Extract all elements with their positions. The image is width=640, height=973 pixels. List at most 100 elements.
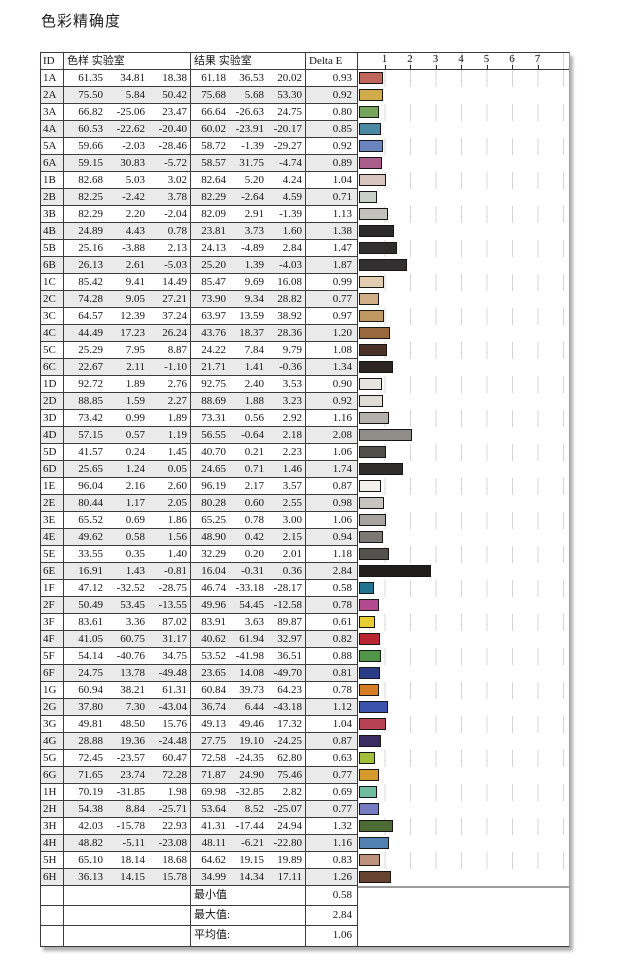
result-lab-value: 18.37 [239,327,264,339]
table-row: 3D 73.42 0.99 1.89 73.31 0.56 2.92 1.16 [41,410,569,427]
result-lab-values: 96.19 2.17 3.57 [191,478,306,495]
table-row: 5A 59.66 -2.03 -28.46 58.72 -1.39 -29.27 0.92 [41,138,569,155]
result-lab-value: -28.17 [273,582,302,594]
delta-e-value: 0.58 [306,580,358,597]
delta-e-bar-cell [358,342,569,359]
sample-lab-values: 75.50 5.84 50.42 [64,87,191,104]
row-id: 2F [41,597,64,614]
table-row: 2G 37.80 7.30 -43.04 36.74 6.44 -43.18 1.12 [41,699,569,716]
result-lab-values: 58.57 31.75 -4.74 [191,155,306,172]
header-result-lab: 结果 实验室 [191,53,306,70]
delta-e-bar-cell [358,563,569,580]
delta-e-value: 1.06 [306,444,358,461]
delta-e-value: 1.16 [306,410,358,427]
delta-e-bar-cell [358,682,569,699]
sample-lab-values: 42.03 -15.78 22.93 [64,818,191,835]
result-lab-values: 40.70 0.21 2.23 [191,444,306,461]
sample-lab-value: 1.19 [167,429,187,441]
sample-lab-values: 22.67 2.11 -1.10 [64,359,191,376]
delta-e-bar [359,259,407,271]
result-lab-values: 16.04 -0.31 0.36 [191,563,306,580]
result-lab-values: 92.75 2.40 3.53 [191,376,306,393]
result-lab-value: 0.21 [244,446,264,458]
table-row: 3A 66.82 -25.06 23.47 66.64 -26.63 24.75 0.80 [41,104,569,121]
table-row: 1A 61.35 34.81 18.38 61.18 36.53 20.02 0.93 [41,70,569,87]
result-lab-value: 28.82 [277,293,302,305]
result-lab-value: 28.36 [277,327,302,339]
axis-tick-mark [486,65,488,69]
sample-lab-values: 72.45 -23.57 60.47 [64,750,191,767]
delta-e-bar-cell [358,121,569,138]
row-id: 1A [41,70,64,87]
table-row: 2B 82.25 -2.42 3.78 82.29 -2.64 4.59 0.71 [41,189,569,206]
sample-lab-value: 9.05 [125,293,145,305]
table-row: 4G 28.88 19.36 -24.48 27.75 19.10 -24.25 0.87 [41,733,569,750]
axis-tick-mark [537,65,539,69]
row-id: 4F [41,631,64,648]
sample-lab-value: -2.42 [122,191,145,203]
delta-e-bar-cell [358,87,569,104]
sample-lab-value: 24.89 [78,225,103,237]
row-id: 1H [41,784,64,801]
sample-lab-values: 83.61 3.36 87.02 [64,614,191,631]
sample-lab-value: 41.05 [78,633,103,645]
table-row: 2D 88.85 1.59 2.27 88.69 1.88 3.23 0.92 [41,393,569,410]
delta-e-bar [359,106,380,118]
delta-e-bar-cell [358,750,569,767]
sample-lab-value: -15.78 [116,820,145,832]
delta-e-value: 0.77 [306,801,358,818]
result-lab-values: 41.31 -17.44 24.94 [191,818,306,835]
table-row: 3E 65.52 0.69 1.86 65.25 0.78 3.00 1.06 [41,512,569,529]
table-row: 2E 80.44 1.17 2.05 80.28 0.60 2.55 0.98 [41,495,569,512]
row-id: 6B [41,257,64,274]
row-id: 3D [41,410,64,427]
delta-e-bar-cell [358,818,569,835]
result-lab-value: -0.64 [241,429,264,441]
result-lab-values: 24.22 7.84 9.79 [191,342,306,359]
table-row: 4B 24.89 4.43 0.78 23.81 3.73 1.60 1.38 [41,223,569,240]
sample-lab-value: 60.53 [78,123,103,135]
table-row: 4E 49.62 0.58 1.56 48.90 0.42 2.15 0.94 [41,529,569,546]
result-lab-value: 27.75 [201,735,226,747]
sample-lab-value: 31.17 [162,633,187,645]
result-lab-values: 71.87 24.90 75.46 [191,767,306,784]
result-lab-value: 1.88 [244,395,264,407]
result-lab-value: 0.78 [244,514,264,526]
result-lab-value: 25.20 [201,259,226,271]
sample-lab-value: -25.06 [116,106,145,118]
table-row: 4C 44.49 17.23 26.24 43.76 18.37 28.36 1.20 [41,325,569,342]
result-lab-value: -17.44 [235,820,264,832]
row-id: 1B [41,172,64,189]
table-row: 5D 41.57 0.24 1.45 40.70 0.21 2.23 1.06 [41,444,569,461]
sample-lab-values: 54.14 -40.76 34.75 [64,648,191,665]
sample-lab-values: 25.29 7.95 8.87 [64,342,191,359]
delta-e-value: 0.97 [306,308,358,325]
sample-lab-value: 61.31 [162,684,187,696]
sample-lab-value: 60.47 [162,752,187,764]
result-lab-value: 0.56 [244,412,264,424]
sample-lab-value: 1.40 [167,548,187,560]
result-lab-value: -24.35 [235,752,264,764]
delta-e-bar [359,531,383,543]
sample-lab-value: 82.29 [78,208,103,220]
delta-e-bar [359,378,382,390]
result-lab-value: 92.75 [201,378,226,390]
result-lab-values: 60.84 39.73 64.23 [191,682,306,699]
sample-lab-values: 48.82 -5.11 -23.08 [64,835,191,852]
sample-lab-value: 61.35 [78,72,103,84]
sample-lab-value: -24.48 [158,735,187,747]
sample-lab-value: -28.46 [158,140,187,152]
delta-e-value: 1.04 [306,716,358,733]
sample-lab-values: 26.13 2.61 -5.03 [64,257,191,274]
result-lab-value: 13.59 [239,310,264,322]
summary-empty-sample-cell [64,906,191,926]
sample-lab-value: 2.11 [126,361,145,373]
delta-e-value: 0.82 [306,631,358,648]
delta-e-bar-cell [358,104,569,121]
result-lab-value: 83.91 [201,616,226,628]
result-lab-value: 89.87 [277,616,302,628]
sample-lab-value: -0.81 [164,565,187,577]
result-lab-value: 32.29 [201,548,226,560]
result-lab-value: 49.13 [201,718,226,730]
result-lab-value: 24.90 [239,769,264,781]
